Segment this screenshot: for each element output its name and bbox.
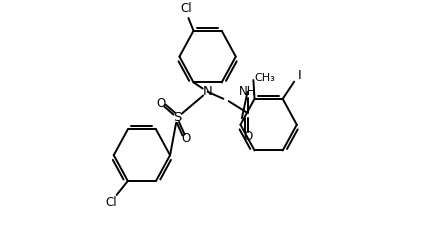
- Text: NH: NH: [239, 85, 256, 98]
- Text: N: N: [203, 85, 213, 98]
- Text: O: O: [243, 130, 252, 143]
- Text: O: O: [156, 97, 165, 110]
- Text: I: I: [297, 69, 301, 82]
- Text: S: S: [173, 111, 181, 124]
- Text: O: O: [182, 132, 191, 145]
- Text: CH₃: CH₃: [255, 73, 275, 83]
- Text: Cl: Cl: [181, 2, 192, 15]
- Text: Cl: Cl: [105, 196, 117, 208]
